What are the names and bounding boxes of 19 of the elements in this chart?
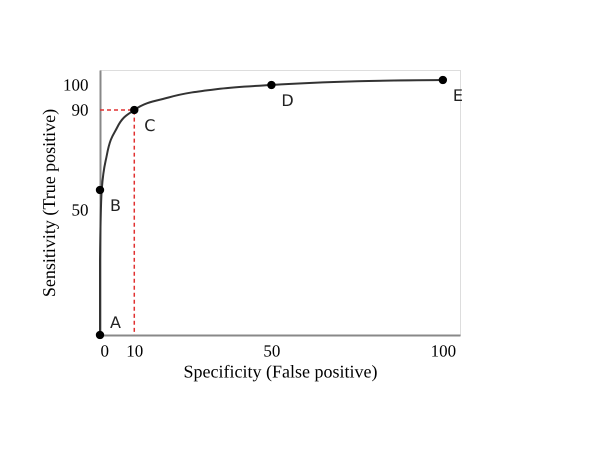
x-axis-title: Specificity (False positive) [184, 362, 378, 382]
x-tick-label: 50 [263, 342, 280, 360]
x-tick-label: 0 [100, 342, 109, 360]
y-tick-label: 50 [72, 200, 88, 220]
y-tick-label: 100 [63, 76, 88, 94]
y-tick-label: 90 [72, 100, 88, 120]
point [438, 76, 448, 84]
point [130, 106, 138, 114]
annotation: C [144, 116, 156, 135]
y-axis-title: Sensitivity (True positive) [39, 108, 59, 298]
x-tick-label: 100 [430, 342, 456, 360]
point [96, 330, 104, 340]
annotation: D [281, 91, 294, 110]
x-tick-label: 10 [126, 342, 144, 360]
point [96, 186, 104, 194]
point [267, 80, 276, 90]
annotation: E [452, 86, 463, 105]
annotation: B [110, 196, 121, 215]
annotation: A [110, 313, 121, 332]
